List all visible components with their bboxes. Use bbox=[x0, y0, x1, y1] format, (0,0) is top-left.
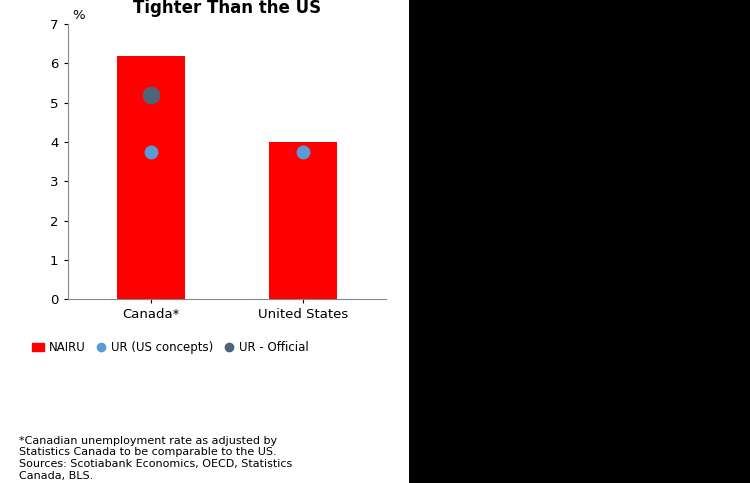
Bar bbox=[268, 142, 337, 299]
Title: Canada's Labour Market is
Tighter Than the US: Canada's Labour Market is Tighter Than t… bbox=[103, 0, 351, 17]
Point bbox=[145, 148, 157, 156]
Point bbox=[297, 148, 309, 156]
Text: *Canadian unemployment rate as adjusted by
Statistics Canada to be comparable to: *Canadian unemployment rate as adjusted … bbox=[19, 436, 292, 481]
Legend: NAIRU, UR (US concepts), UR - Official: NAIRU, UR (US concepts), UR - Official bbox=[32, 341, 309, 354]
Text: %: % bbox=[72, 9, 85, 22]
Point bbox=[145, 91, 157, 99]
Bar bbox=[117, 56, 185, 299]
